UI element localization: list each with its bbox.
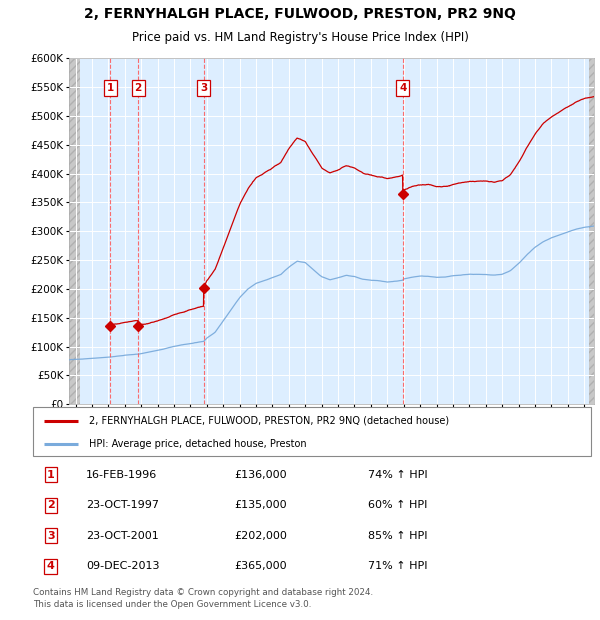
Text: £365,000: £365,000 xyxy=(234,561,287,571)
Text: 74% ↑ HPI: 74% ↑ HPI xyxy=(368,470,427,480)
Bar xyxy=(589,58,594,404)
Text: Contains HM Land Registry data © Crown copyright and database right 2024.
This d: Contains HM Land Registry data © Crown c… xyxy=(33,588,373,609)
Text: 2: 2 xyxy=(134,82,142,92)
Text: 16-FEB-1996: 16-FEB-1996 xyxy=(86,470,157,480)
Text: 2, FERNYHALGH PLACE, FULWOOD, PRESTON, PR2 9NQ: 2, FERNYHALGH PLACE, FULWOOD, PRESTON, P… xyxy=(84,7,516,21)
Text: 23-OCT-1997: 23-OCT-1997 xyxy=(86,500,159,510)
Text: 1: 1 xyxy=(107,82,114,92)
Text: 4: 4 xyxy=(47,561,55,571)
Text: 23-OCT-2001: 23-OCT-2001 xyxy=(86,531,159,541)
Text: 3: 3 xyxy=(47,531,55,541)
Text: 4: 4 xyxy=(399,82,406,92)
Text: 3: 3 xyxy=(200,82,208,92)
Text: 1: 1 xyxy=(47,470,55,480)
FancyBboxPatch shape xyxy=(33,407,591,456)
Bar xyxy=(69,58,80,404)
Text: 60% ↑ HPI: 60% ↑ HPI xyxy=(368,500,427,510)
Text: £202,000: £202,000 xyxy=(234,531,287,541)
Text: £135,000: £135,000 xyxy=(234,500,287,510)
Text: 09-DEC-2013: 09-DEC-2013 xyxy=(86,561,160,571)
Text: Price paid vs. HM Land Registry's House Price Index (HPI): Price paid vs. HM Land Registry's House … xyxy=(131,32,469,45)
Text: 71% ↑ HPI: 71% ↑ HPI xyxy=(368,561,427,571)
Text: £136,000: £136,000 xyxy=(234,470,287,480)
Text: 2: 2 xyxy=(47,500,55,510)
Text: HPI: Average price, detached house, Preston: HPI: Average price, detached house, Pres… xyxy=(89,438,307,449)
Text: 2, FERNYHALGH PLACE, FULWOOD, PRESTON, PR2 9NQ (detached house): 2, FERNYHALGH PLACE, FULWOOD, PRESTON, P… xyxy=(89,416,449,426)
Text: 85% ↑ HPI: 85% ↑ HPI xyxy=(368,531,427,541)
